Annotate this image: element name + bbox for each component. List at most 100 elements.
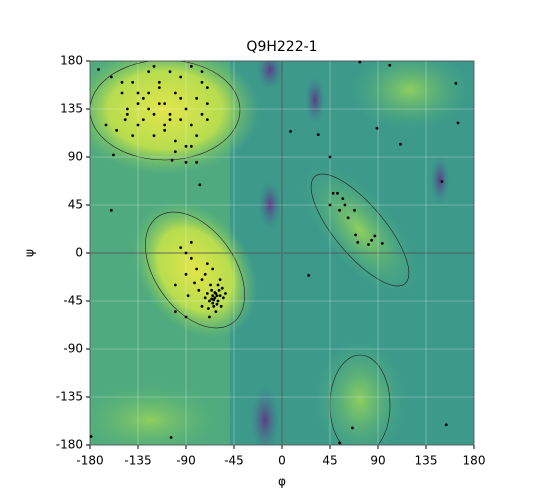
point xyxy=(208,315,211,319)
point xyxy=(205,262,209,266)
point xyxy=(179,246,183,250)
point xyxy=(215,302,219,306)
point xyxy=(179,96,183,100)
point xyxy=(388,63,392,67)
point xyxy=(213,296,217,300)
x-tick-label: 45 xyxy=(322,454,337,468)
point xyxy=(209,283,212,287)
point xyxy=(179,75,183,79)
point xyxy=(125,107,129,111)
point xyxy=(152,112,156,116)
point xyxy=(104,123,108,127)
y-tick-label: 180 xyxy=(60,54,83,68)
point xyxy=(328,155,332,159)
point xyxy=(189,240,193,244)
point xyxy=(125,112,129,116)
point xyxy=(193,281,196,285)
x-tick-label: -135 xyxy=(124,454,151,468)
point xyxy=(456,121,460,125)
point xyxy=(211,294,215,298)
point xyxy=(373,234,377,238)
point xyxy=(168,112,172,116)
point xyxy=(168,118,172,122)
point xyxy=(219,304,223,308)
point xyxy=(147,107,151,111)
point xyxy=(179,118,183,122)
point xyxy=(210,288,214,292)
point xyxy=(353,208,356,212)
point xyxy=(109,208,113,212)
x-tick-label: 90 xyxy=(370,454,385,468)
point xyxy=(211,301,215,305)
point xyxy=(136,91,140,95)
point xyxy=(173,91,177,95)
point xyxy=(120,91,124,95)
y-tick-label: 0 xyxy=(75,246,83,260)
point xyxy=(141,118,145,122)
point xyxy=(184,160,188,164)
point xyxy=(170,158,174,162)
point xyxy=(189,64,193,68)
point xyxy=(341,197,345,201)
y-tick-label: 90 xyxy=(68,150,83,164)
point xyxy=(141,96,145,100)
point xyxy=(147,91,151,95)
point xyxy=(97,68,100,71)
point xyxy=(343,203,347,207)
point xyxy=(205,102,209,106)
y-tick-label: 135 xyxy=(60,102,83,116)
x-tick-label: 0 xyxy=(278,454,286,468)
point xyxy=(200,278,204,282)
point xyxy=(358,60,362,64)
point xyxy=(214,310,218,314)
x-tick-label: -45 xyxy=(224,454,244,468)
y-axis-label: ψ xyxy=(23,249,37,257)
point xyxy=(173,139,177,143)
point xyxy=(205,118,209,122)
point xyxy=(173,310,177,314)
point xyxy=(157,86,161,90)
point xyxy=(203,296,207,300)
y-tick-label: -90 xyxy=(63,342,83,356)
point xyxy=(212,304,216,308)
point xyxy=(147,70,151,74)
point xyxy=(205,86,209,90)
point xyxy=(131,80,135,84)
point xyxy=(351,426,354,430)
point xyxy=(331,191,335,195)
point xyxy=(200,70,204,74)
chart-title: Q9H222-1 xyxy=(246,39,317,55)
x-tick-label: -180 xyxy=(76,454,103,468)
point xyxy=(213,291,217,294)
point xyxy=(168,70,172,74)
point xyxy=(195,267,199,271)
point xyxy=(112,153,115,157)
point xyxy=(354,233,357,237)
point xyxy=(163,102,167,106)
point xyxy=(216,283,220,287)
point xyxy=(163,123,167,127)
point xyxy=(195,134,199,138)
point xyxy=(328,203,332,207)
point xyxy=(136,123,140,127)
point xyxy=(189,144,193,148)
point xyxy=(136,102,140,106)
point xyxy=(205,292,209,295)
point xyxy=(184,315,188,319)
point xyxy=(224,292,227,295)
point xyxy=(216,299,220,303)
point xyxy=(203,272,207,276)
point xyxy=(215,294,219,298)
point xyxy=(399,142,402,146)
point xyxy=(157,80,161,84)
point xyxy=(152,64,156,68)
point xyxy=(173,150,177,154)
x-tick-label: -90 xyxy=(176,454,196,468)
x-tick-label: 135 xyxy=(415,454,438,468)
point xyxy=(157,102,161,106)
point xyxy=(217,288,221,292)
point xyxy=(200,112,204,116)
y-tick-label: -135 xyxy=(56,390,83,404)
density-background xyxy=(90,61,474,445)
point xyxy=(380,242,384,245)
